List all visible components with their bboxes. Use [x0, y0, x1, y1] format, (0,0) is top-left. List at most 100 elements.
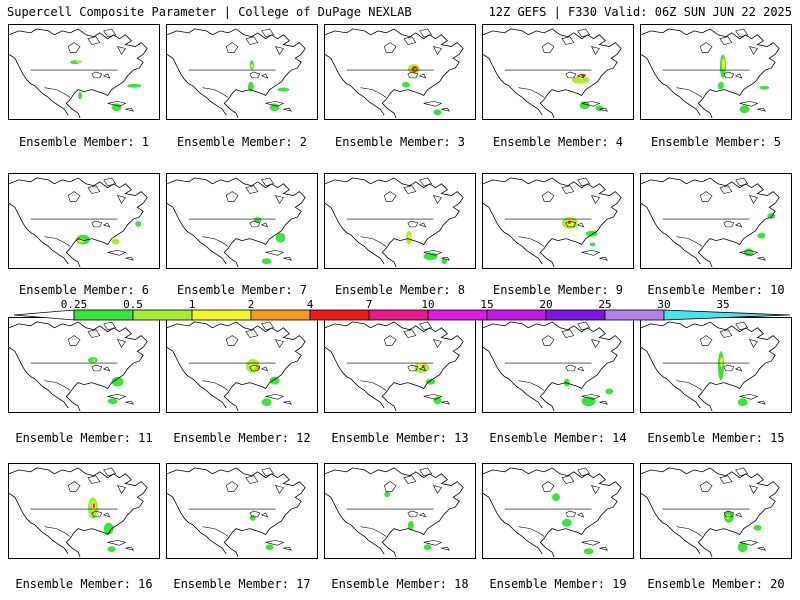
colorbar-tick-label: 30 — [657, 300, 670, 311]
scp-contour-area — [265, 544, 274, 551]
coastline-borders — [483, 321, 622, 412]
coastline-borders — [483, 177, 622, 268]
colorbar-tick-label: 20 — [539, 300, 552, 311]
coastline-borders — [483, 467, 622, 558]
scp-contour-area — [425, 378, 436, 385]
scp-map — [325, 28, 464, 119]
scp-contour-area — [247, 81, 254, 92]
scp-map — [483, 28, 622, 119]
ensemble-map-panel — [640, 24, 792, 120]
scp-contour-area — [277, 87, 290, 92]
scp-contour-area — [275, 232, 286, 243]
colorbar-tick-label: 25 — [598, 300, 611, 311]
colorbar-tick-label: 1 — [189, 300, 196, 311]
coastline-borders — [325, 467, 464, 558]
scp-contour-area — [605, 388, 614, 395]
scp-contour-area — [719, 357, 723, 367]
ensemble-map-panel — [8, 317, 160, 413]
scp-contour-area — [261, 258, 272, 265]
ensemble-member-label: Ensemble Member: 7 — [176, 283, 308, 297]
ensemble-member-label: Ensemble Member: 12 — [173, 431, 311, 445]
colorbar-tick-label: 7 — [366, 300, 373, 311]
coastline-borders — [483, 28, 622, 119]
scp-contour-area — [107, 398, 118, 405]
scp-contour-area — [552, 493, 560, 502]
coastline-borders — [167, 467, 306, 558]
scp-contour-area — [585, 230, 598, 237]
scp-map — [483, 177, 622, 268]
scp-contour-area — [583, 548, 594, 555]
scp-contour-area — [407, 520, 414, 531]
ensemble-map-panel — [482, 463, 634, 559]
colorbar-segment — [486, 309, 547, 321]
coastline-borders — [325, 321, 464, 412]
ensemble-map-panel — [166, 317, 318, 413]
coastline-borders — [325, 28, 464, 119]
scp-contour-area — [78, 238, 84, 243]
colorbar-tick-label: 0.5 — [123, 300, 143, 311]
ensemble-map-panel — [482, 24, 634, 120]
ensemble-map-panel — [482, 173, 634, 269]
colorbar-segment — [427, 309, 488, 321]
ensemble-member-label: Ensemble Member: 1 — [18, 135, 150, 149]
coastline-borders — [167, 28, 306, 119]
scp-contour-area — [721, 58, 725, 71]
ensemble-member-label: Ensemble Member: 9 — [492, 283, 624, 297]
scp-contour-area — [111, 376, 124, 387]
colorbar-segment — [73, 309, 134, 321]
ensemble-member-label: Ensemble Member: 4 — [492, 135, 624, 149]
scp-map — [641, 177, 780, 268]
ensemble-member-label: Ensemble Member: 16 — [15, 577, 153, 591]
ensemble-member-label: Ensemble Member: 3 — [334, 135, 466, 149]
ensemble-map-panel — [640, 317, 792, 413]
scp-contour-area — [135, 221, 142, 227]
ensemble-member-label: Ensemble Member: 18 — [331, 577, 469, 591]
ensemble-map-panel — [324, 24, 476, 120]
colorbar-segment — [309, 309, 370, 321]
scp-contour-area — [261, 398, 272, 407]
ensemble-member-label: Ensemble Member: 6 — [18, 283, 150, 297]
scp-contour-area — [91, 359, 96, 363]
scp-map — [167, 467, 306, 558]
scp-contour-area — [127, 83, 142, 88]
colorbar-tick-label: 15 — [480, 300, 493, 311]
colorbar-segment — [132, 309, 193, 321]
ensemble-map-panel — [166, 173, 318, 269]
scp-contour-area — [753, 524, 762, 531]
coastline-borders — [9, 321, 148, 412]
colorbar-arrow-high — [663, 309, 790, 321]
scp-contour-area — [561, 518, 572, 527]
scp-map — [483, 467, 622, 558]
ensemble-map-panel — [166, 463, 318, 559]
scp-map — [325, 321, 464, 412]
scp-contour-area — [737, 398, 748, 407]
ensemble-map-panel — [482, 317, 634, 413]
coastline-borders — [641, 321, 780, 412]
colorbar-arrow-low — [14, 309, 75, 321]
scp-map — [9, 467, 148, 558]
scp-contour-area — [571, 75, 590, 84]
scp-contour-area — [249, 363, 256, 369]
ensemble-map-panel — [324, 317, 476, 413]
scp-contour-area — [433, 396, 442, 405]
scp-contour-area — [737, 542, 748, 553]
colorbar-segment — [368, 309, 429, 321]
ensemble-map-panel — [324, 173, 476, 269]
scp-contour-area — [423, 252, 438, 261]
scp-map — [167, 177, 306, 268]
ensemble-member-label: Ensemble Member: 2 — [176, 135, 308, 149]
scp-map — [641, 467, 780, 558]
scp-map — [167, 321, 306, 412]
ensemble-member-label: Ensemble Member: 14 — [489, 431, 627, 445]
ensemble-member-label: Ensemble Member: 11 — [15, 431, 153, 445]
colorbar-segment — [191, 309, 252, 321]
scp-contour-area — [250, 64, 253, 69]
scp-contour-area — [759, 85, 770, 90]
scp-contour-area — [595, 105, 604, 112]
scp-contour-area — [269, 376, 280, 385]
scp-contour-area — [107, 546, 116, 553]
scp-map — [9, 321, 148, 412]
color-scale-bar: 0.25 0.5 1 2 4 7 10 15 20 25 30 35 — [14, 300, 790, 321]
scp-map — [325, 177, 464, 268]
colorbar-segment — [250, 309, 311, 321]
